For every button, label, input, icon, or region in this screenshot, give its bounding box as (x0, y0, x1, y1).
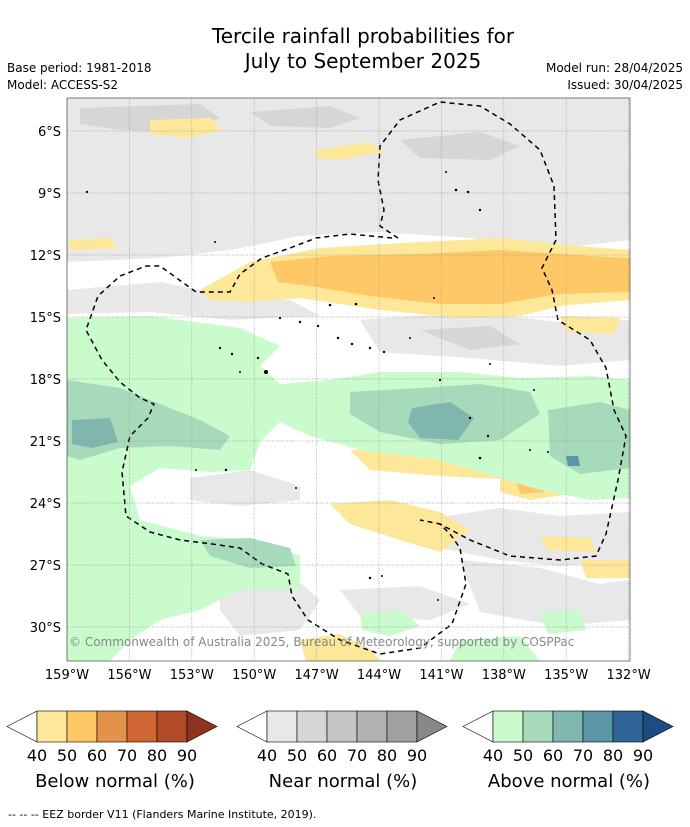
colorbar-min-arrow (6, 710, 38, 743)
colorbar-tick-label: 70 (347, 746, 367, 765)
colorbar-min-arrow (462, 710, 494, 743)
colorbar-swatch (552, 710, 584, 743)
meta-right: Model run: 28/04/2025 Issued: 30/04/2025 (546, 60, 683, 94)
lon-tick-label: 132°W (607, 668, 651, 683)
lon-tick-label: 150°W (232, 668, 276, 683)
lat-tick-label: 27°S (30, 559, 61, 574)
colorbar-swatch (266, 710, 298, 743)
colorbar-swatch (612, 710, 644, 743)
colorbar-swatch (66, 710, 98, 743)
eez-borders (85, 101, 627, 655)
map-plot-area: © Commonwealth of Australia 2025, Bureau… (67, 98, 630, 661)
lon-tick-label: 153°W (170, 668, 214, 683)
colorbar-tick-label: 70 (573, 746, 593, 765)
colorbar-tick-label: 40 (27, 746, 47, 765)
colorbar-max-arrow (416, 710, 448, 743)
lon-tick-label: 138°W (482, 668, 526, 683)
colorbar-tick-label: 40 (483, 746, 503, 765)
colorbar-max-arrow (186, 710, 218, 743)
lat-tick-label: 21°S (30, 435, 61, 450)
lon-tick-label: 156°W (107, 668, 151, 683)
lat-tick-label: 9°S (38, 187, 61, 202)
eez-footnote: -- -- -- EEZ border V11 (Flanders Marine… (8, 808, 317, 821)
title-line-2: July to September 2025 (244, 49, 482, 73)
latitude-labels: 6°S 9°S 12°S 15°S 18°S 21°S 24°S 27°S 30°S (30, 125, 61, 636)
colorbar-tick-label: 90 (633, 746, 653, 765)
lon-tick-label: 144°W (357, 668, 401, 683)
colorbar-tick-label: 90 (177, 746, 197, 765)
colorbar-tick-label: 60 (543, 746, 563, 765)
colorbars: 40 50 60 70 80 90 40 50 60 70 80 90 40 50 60 70 80 90 (6, 710, 674, 765)
colorbar-swatch (522, 710, 554, 743)
model-text: Model: ACCESS-S2 (7, 78, 119, 92)
colorbar-0: 40 50 60 70 80 90 (6, 710, 218, 765)
model-run-text: Model run: 28/04/2025 (545, 61, 683, 75)
lon-tick-label: 159°W (45, 668, 89, 683)
colorbar-swatch (582, 710, 614, 743)
colorbar-tick-label: 90 (407, 746, 427, 765)
colorbar-swatch (386, 710, 418, 743)
lon-tick-label: 147°W (295, 668, 339, 683)
longitude-labels: 159°W 156°W 153°W 150°W 147°W 144°W 141°W 138°W… (45, 668, 651, 683)
colorbar-swatch (36, 710, 68, 743)
lat-tick-label: 30°S (30, 621, 61, 636)
colorbar-swatch (356, 710, 388, 743)
colorbar-swatch (96, 710, 128, 743)
lat-tick-label: 6°S (38, 125, 61, 140)
colorbar-swatch (296, 710, 328, 743)
lon-tick-label: 141°W (419, 668, 463, 683)
above-normal-regions (67, 316, 630, 661)
colorbar-tick-label: 50 (57, 746, 77, 765)
lat-tick-label: 24°S (30, 497, 61, 512)
map-frame (66, 97, 631, 662)
colorbar-1: 40 50 60 70 80 90 (236, 710, 448, 765)
colorbar-tick-label: 80 (147, 746, 167, 765)
lon-tick-label: 135°W (544, 668, 588, 683)
issued-text: Issued: 30/04/2025 (567, 78, 683, 92)
colorbar-min-arrow (236, 710, 268, 743)
lat-tick-label: 18°S (30, 373, 61, 388)
title-line-1: Tercile rainfall probabilities for (211, 24, 515, 48)
lat-tick-label: 15°S (30, 311, 61, 326)
colorbar-tick-label: 80 (603, 746, 623, 765)
copyright-text: © Commonwealth of Australia 2025, Bureau… (69, 635, 574, 649)
meta-left: Base period: 1981-2018 Model: ACCESS-S2 (7, 60, 152, 94)
chart-title: Tercile rainfall probabilities for July … (0, 24, 690, 74)
colorbar-title-near: Near normal (%) (268, 771, 418, 792)
colorbar-max-arrow (642, 710, 674, 743)
colorbar-tick-label: 50 (513, 746, 533, 765)
colorbar-swatch (326, 710, 358, 743)
colorbar-swatch (492, 710, 524, 743)
lat-tick-label: 12°S (30, 249, 61, 264)
colorbar-swatch (126, 710, 158, 743)
colorbar-tick-label: 50 (287, 746, 307, 765)
colorbar-tick-label: 60 (317, 746, 337, 765)
colorbar-swatch (156, 710, 188, 743)
near-normal-regions (67, 98, 630, 636)
colorbar-title-above: Above normal (%) (487, 771, 651, 792)
islands (85, 171, 549, 601)
colorbar-title-below: Below normal (%) (35, 771, 195, 792)
base-period-text: Base period: 1981-2018 (7, 61, 152, 75)
colorbar-tick-label: 80 (377, 746, 397, 765)
colorbar-2: 40 50 60 70 80 90 (462, 710, 674, 765)
colorbar-tick-label: 70 (117, 746, 137, 765)
colorbar-tick-label: 60 (87, 746, 107, 765)
colorbar-tick-label: 40 (257, 746, 277, 765)
